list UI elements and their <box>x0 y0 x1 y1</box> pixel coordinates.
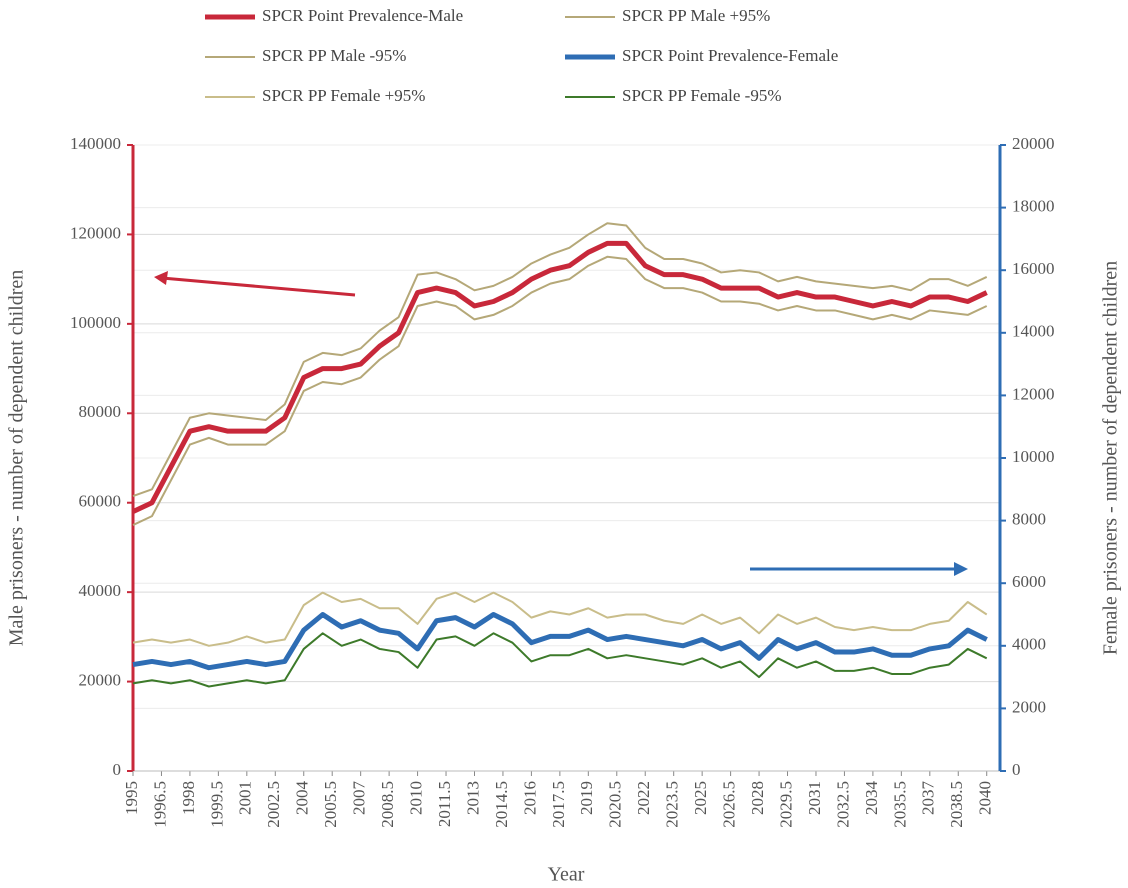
x-axis-title: Year <box>548 864 585 886</box>
y-tick-label: 140000 <box>70 134 121 153</box>
arrow-left <box>161 276 356 297</box>
x-tick-label: 2026.5 <box>720 781 739 828</box>
series-line <box>131 240 988 514</box>
series-line <box>132 222 988 497</box>
y2-tick-label: 6000 <box>1012 572 1046 591</box>
y2-tick-label: 14000 <box>1012 322 1055 341</box>
y2-tick-label: 16000 <box>1012 259 1055 278</box>
y2-tick-label: 4000 <box>1012 635 1046 654</box>
y-axis-title: Male prisoners - number of dependent chi… <box>6 270 28 647</box>
x-tick-label: 2007 <box>350 781 369 816</box>
y2-tick-label: 20000 <box>1012 134 1055 153</box>
x-tick-label: 1998 <box>179 781 198 815</box>
legend-label: SPCR PP Male +95% <box>622 6 770 25</box>
plot: 0 20000 40000 60000 80000 100000 120000 140000 0… <box>70 134 1055 828</box>
y2-axis-title: Female prisoners - number of dependent c… <box>1100 261 1122 655</box>
x-tick-label: 1996.5 <box>150 781 169 828</box>
y2-tick-label: 0 <box>1012 760 1021 779</box>
y-tick-label: 60000 <box>79 492 122 511</box>
y-tick-label: 20000 <box>79 670 122 689</box>
legend-label: SPCR Point Prevalence-Male <box>262 6 463 25</box>
arrow-head <box>954 562 968 576</box>
x-tick-label: 2013 <box>463 781 482 815</box>
x-tick-label: 2019 <box>577 781 596 815</box>
annotation-arrows <box>154 271 968 576</box>
x-tick-label: 1995 <box>122 781 141 815</box>
x-tick-label: 2038.5 <box>947 781 966 828</box>
x-tick-label: 2023.5 <box>663 781 682 828</box>
x-tick-label: 2005.5 <box>321 781 340 828</box>
x-tick-label: 2025 <box>691 781 710 815</box>
x-tick-label: 1999.5 <box>207 781 226 828</box>
x-tick-label: 2040 <box>976 781 995 815</box>
series-line <box>132 612 988 671</box>
x-tick-label: 2032.5 <box>833 781 852 828</box>
x-tick-label: 2014.5 <box>492 781 511 828</box>
x-tick-label: 2035.5 <box>890 781 909 828</box>
y2-tick-label: 2000 <box>1012 697 1046 716</box>
y-tick-label: 100000 <box>70 313 121 332</box>
x-tick-label: 2001 <box>236 781 255 815</box>
x-tick-label: 2016 <box>520 781 539 815</box>
legend-label: SPCR Point Prevalence-Female <box>622 46 838 65</box>
y2-tick-label: 12000 <box>1012 384 1055 403</box>
x-tick-label: 2011.5 <box>435 781 454 827</box>
legend-label: SPCR PP Female +95% <box>262 86 425 105</box>
y2-tick-label: 8000 <box>1012 510 1046 529</box>
x-tick-label: 2034 <box>862 781 881 816</box>
x-tick-label: 2010 <box>406 781 425 815</box>
y-tick-label: 0 <box>113 760 122 779</box>
x-tick-label: 2031 <box>805 781 824 815</box>
y2-tick-label: 18000 <box>1012 197 1055 216</box>
x-tick-label: 2017.5 <box>549 781 568 828</box>
x-tick-label: 2020.5 <box>606 781 625 828</box>
y2-tick-label: 10000 <box>1012 447 1055 466</box>
x-tick-label: 2008.5 <box>378 781 397 828</box>
x-tick-label: 2029.5 <box>776 781 795 828</box>
series-line <box>132 632 988 688</box>
arrow-head <box>154 271 168 285</box>
legend: SPCR Point Prevalence-Male SPCR PP Male +… <box>205 6 838 105</box>
x-tick-label: 2037 <box>919 781 938 816</box>
legend-label: SPCR PP Male -95% <box>262 46 406 65</box>
series-line <box>132 255 988 526</box>
series-line <box>132 591 988 647</box>
x-tick-label: 2028 <box>748 781 767 815</box>
y-tick-label: 80000 <box>79 402 122 421</box>
legend-label: SPCR PP Female -95% <box>622 86 781 105</box>
x-tick-label: 2004 <box>293 781 312 816</box>
x-tick-label: 2002.5 <box>264 781 283 828</box>
y-tick-label: 40000 <box>79 581 122 600</box>
x-tick-label: 2022 <box>634 781 653 815</box>
y-tick-label: 120000 <box>70 223 121 242</box>
